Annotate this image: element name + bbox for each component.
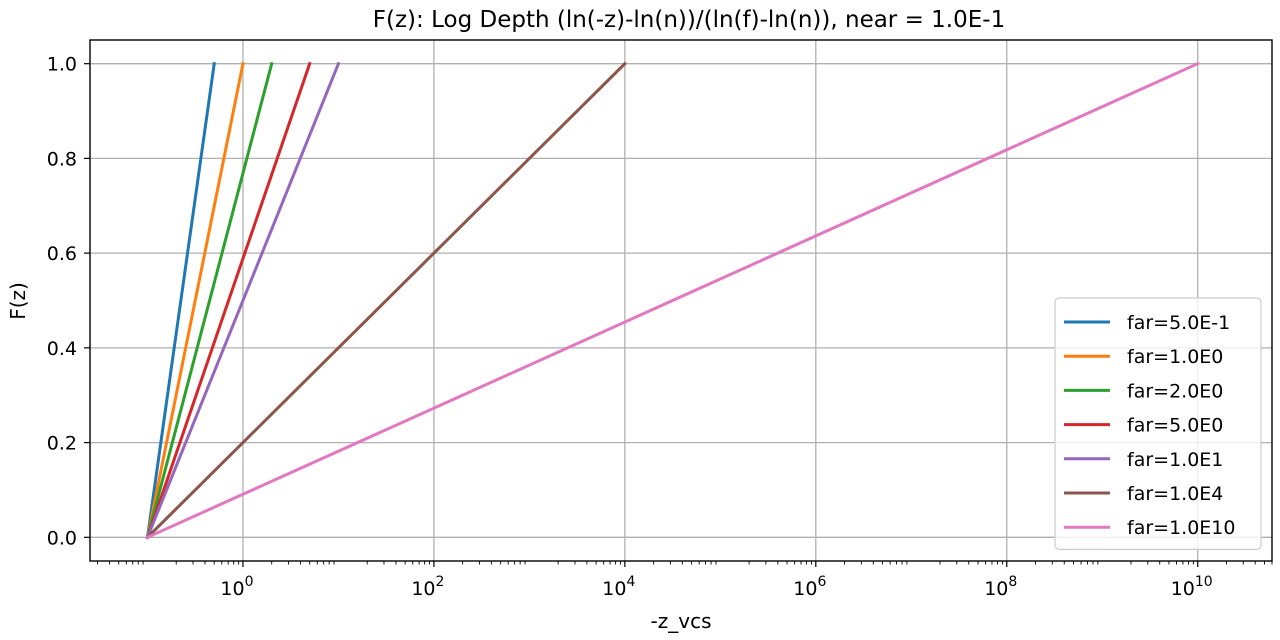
legend-label: far=5.0E0 bbox=[1127, 415, 1223, 437]
x-tick-label: 104 bbox=[602, 574, 635, 600]
x-tick-label: 102 bbox=[411, 574, 444, 600]
series-line-2 bbox=[145, 61, 274, 540]
series-line-1 bbox=[145, 61, 245, 540]
legend-label: far=1.0E0 bbox=[1127, 346, 1223, 368]
series-line-6 bbox=[145, 61, 1200, 540]
y-tick-label: 1.0 bbox=[47, 54, 77, 76]
series-line-3 bbox=[145, 61, 312, 540]
legend-box bbox=[1054, 297, 1262, 550]
y-axis-label: F(z) bbox=[6, 282, 30, 320]
y-tick-label: 0.4 bbox=[47, 338, 77, 360]
x-tick-label: 100 bbox=[220, 574, 253, 600]
series-line-5 bbox=[145, 61, 627, 540]
y-tick-label: 0.0 bbox=[47, 527, 77, 549]
y-axis-ticks: 0.0 0.2 0.4 0.6 0.8 1.0 bbox=[47, 54, 90, 549]
y-tick-label: 0.8 bbox=[47, 148, 77, 170]
x-axis-ticks: 100 102 104 106 108 1010 bbox=[97, 561, 1273, 600]
series-line-0 bbox=[145, 61, 216, 540]
x-tick-label: 106 bbox=[793, 574, 826, 600]
y-tick-label: 0.2 bbox=[47, 433, 77, 455]
chart-title: F(z): Log Depth (ln(-z)-ln(n))/(ln(f)-ln… bbox=[373, 7, 1005, 33]
legend-label: far=1.0E4 bbox=[1127, 483, 1223, 505]
plot-frame bbox=[89, 39, 1273, 562]
legend-label: far=1.0E10 bbox=[1127, 517, 1235, 539]
x-tick-label: 1010 bbox=[1171, 574, 1213, 600]
series-line-4 bbox=[145, 61, 341, 540]
legend: far=5.0E-1 far=1.0E0 far=2.0E0 far=5.0E0 far… bbox=[1054, 297, 1262, 550]
y-tick-label: 0.6 bbox=[47, 243, 77, 265]
legend-label: far=5.0E-1 bbox=[1127, 312, 1230, 334]
x-axis-label: -z_vcs bbox=[651, 609, 712, 633]
legend-label: far=2.0E0 bbox=[1127, 380, 1223, 402]
series-lines bbox=[145, 61, 1200, 540]
x-tick-label: 108 bbox=[984, 574, 1017, 600]
legend-label: far=1.0E1 bbox=[1127, 449, 1223, 471]
